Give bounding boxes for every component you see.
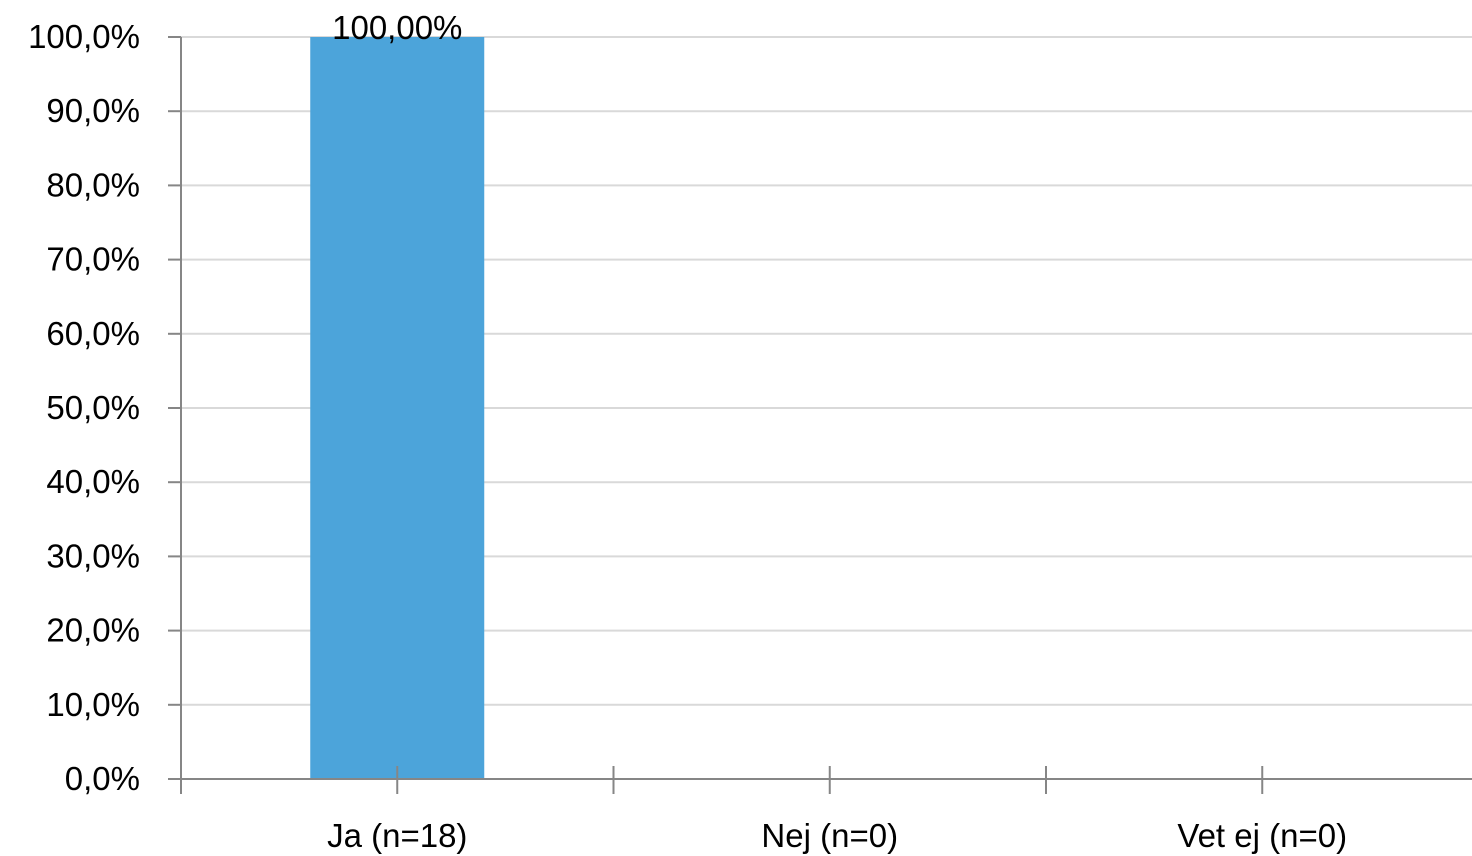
y-tick-label: 100,0% [28,18,140,55]
y-tick-label: 0,0% [65,760,140,797]
y-tick-label: 30,0% [46,537,140,574]
x-category-label: Nej (n=0) [761,817,898,854]
y-tick-label: 40,0% [46,463,140,500]
y-tick-label: 70,0% [46,241,140,278]
y-tick-label: 20,0% [46,612,140,649]
x-category-label: Vet ej (n=0) [1177,817,1347,854]
bar [310,37,485,779]
y-tick-label: 80,0% [46,166,140,203]
x-category-label: Ja (n=18) [327,817,467,854]
bar-data-label: 100,00% [332,9,462,46]
y-tick-label: 50,0% [46,389,140,426]
y-tick-label: 90,0% [46,92,140,129]
bars [310,37,485,779]
labels: 0,0% 10,0% 20,0% 30,0% 40,0% 50,0% 60,0% 70,0% 8… [28,9,1347,854]
axes [168,36,1472,794]
y-tick-label: 60,0% [46,315,140,352]
y-tick-label: 10,0% [46,686,140,723]
